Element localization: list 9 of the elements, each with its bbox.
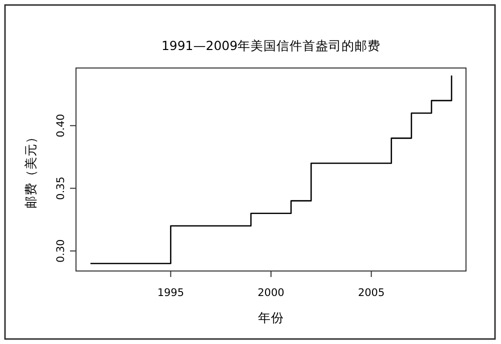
- x-tick-label: 2005: [358, 287, 385, 299]
- x-tick-label: 2000: [258, 287, 284, 299]
- y-tick-label: 0.35: [55, 176, 67, 200]
- x-tick-label: 1995: [157, 287, 184, 299]
- y-tick-label: 0.40: [55, 114, 67, 138]
- chart-title: 1991—2009年美国信件首盎司的邮费: [161, 38, 381, 53]
- y-axis-title: 邮费（美元）: [23, 130, 38, 208]
- y-tick-label: 0.30: [55, 239, 67, 263]
- x-axis-title: 年份: [258, 310, 284, 325]
